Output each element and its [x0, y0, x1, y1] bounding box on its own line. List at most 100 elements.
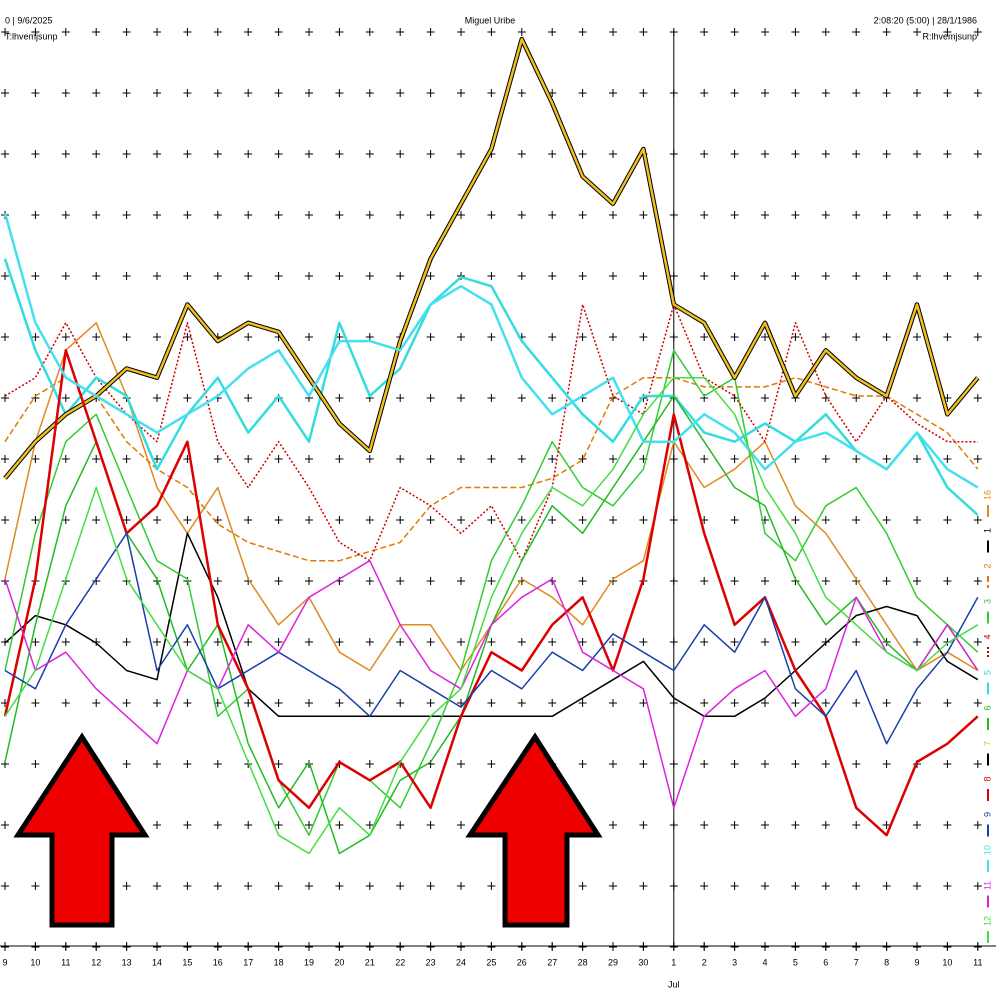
x-tick-label: 3 — [732, 957, 737, 967]
plus-marker — [548, 150, 557, 158]
plus-marker — [305, 577, 313, 585]
plus-marker — [852, 89, 861, 97]
plus-marker — [487, 638, 496, 646]
x-tick-label: 5 — [793, 957, 798, 967]
plus-marker — [973, 28, 982, 36]
plus-marker — [365, 150, 374, 158]
plus-marker — [122, 516, 131, 524]
plus-marker — [335, 28, 344, 36]
plus-marker — [61, 516, 70, 524]
x-tick-label: 8 — [884, 957, 889, 967]
plus-marker — [457, 89, 465, 97]
plus-marker — [61, 455, 70, 463]
plus-marker — [730, 150, 739, 158]
plus-marker — [426, 882, 435, 890]
plus-marker — [882, 272, 891, 280]
plus-marker — [244, 150, 253, 158]
x-tick-label: 1 — [671, 957, 676, 967]
plus-marker — [305, 211, 313, 219]
series-line — [4, 303, 978, 562]
plus-marker — [274, 211, 283, 219]
plus-marker — [548, 272, 557, 280]
header-right-1: 2:08:20 (5:00) | 28/1/1986 — [874, 15, 977, 25]
plus-marker — [183, 516, 192, 524]
plus-marker — [913, 577, 921, 585]
plus-marker — [913, 882, 921, 890]
plus-marker — [609, 211, 617, 219]
plus-marker — [578, 28, 587, 36]
x-tick-label: 23 — [426, 957, 436, 967]
plus-marker — [517, 89, 526, 97]
plus-marker — [973, 150, 982, 158]
plus-marker — [821, 394, 830, 402]
plus-marker — [639, 882, 648, 890]
plus-marker — [153, 89, 161, 97]
plus-marker — [791, 28, 800, 36]
x-tick-label: 9 — [914, 957, 919, 967]
x-tick-label: 18 — [274, 957, 284, 967]
plus-marker — [457, 394, 465, 402]
x-tick-label: 27 — [547, 957, 557, 967]
plus-marker — [943, 333, 952, 341]
plus-marker — [913, 333, 921, 341]
legend-label: 6 — [982, 705, 992, 710]
plus-marker — [122, 760, 131, 768]
plus-marker — [335, 394, 344, 402]
plus-marker — [943, 211, 952, 219]
series-line — [4, 532, 979, 718]
plus-marker — [61, 699, 70, 707]
plus-marker — [791, 150, 800, 158]
plus-marker — [852, 516, 861, 524]
plus-marker — [913, 516, 921, 524]
plus-marker — [609, 699, 617, 707]
plus-marker — [457, 577, 465, 585]
plus-marker — [852, 882, 861, 890]
plus-marker — [700, 821, 709, 829]
plus-marker — [426, 89, 435, 97]
plus-marker — [761, 28, 769, 36]
plus-marker — [761, 821, 769, 829]
plus-marker — [396, 882, 405, 890]
plus-marker — [609, 882, 617, 890]
plus-marker — [852, 394, 861, 402]
plus-marker — [791, 516, 800, 524]
plus-marker — [213, 150, 222, 158]
plus-marker — [244, 394, 253, 402]
x-tick-label: 4 — [762, 957, 767, 967]
plus-marker — [973, 821, 982, 829]
plus-marker — [457, 638, 465, 646]
plus-marker — [92, 455, 101, 463]
lines — [3, 36, 980, 855]
header-left-1: 0 | 9/6/2025 — [5, 15, 52, 25]
plus-marker — [730, 821, 739, 829]
plus-marker — [852, 28, 861, 36]
plus-marker — [852, 699, 861, 707]
plus-marker — [548, 699, 557, 707]
plus-marker — [396, 455, 405, 463]
plus-marker — [153, 821, 161, 829]
plus-marker — [365, 882, 374, 890]
plus-marker — [1, 516, 9, 524]
plus-marker — [821, 882, 830, 890]
plus-marker — [973, 699, 982, 707]
plus-marker — [396, 577, 405, 585]
plus-marker — [517, 394, 526, 402]
plus-marker — [92, 28, 101, 36]
plus-marker — [31, 882, 40, 890]
plus-marker — [305, 89, 313, 97]
plus-marker — [213, 455, 222, 463]
plus-marker — [700, 272, 709, 280]
plus-marker — [487, 455, 496, 463]
plus-marker — [274, 699, 283, 707]
plus-marker — [365, 28, 374, 36]
plus-marker — [426, 28, 435, 36]
plus-marker — [335, 150, 344, 158]
plus-marker — [578, 577, 587, 585]
plus-marker — [791, 211, 800, 219]
plus-marker — [426, 638, 435, 646]
plus-marker — [791, 760, 800, 768]
plus-marker — [1, 821, 9, 829]
plus-marker — [487, 760, 496, 768]
plus-marker — [122, 699, 131, 707]
